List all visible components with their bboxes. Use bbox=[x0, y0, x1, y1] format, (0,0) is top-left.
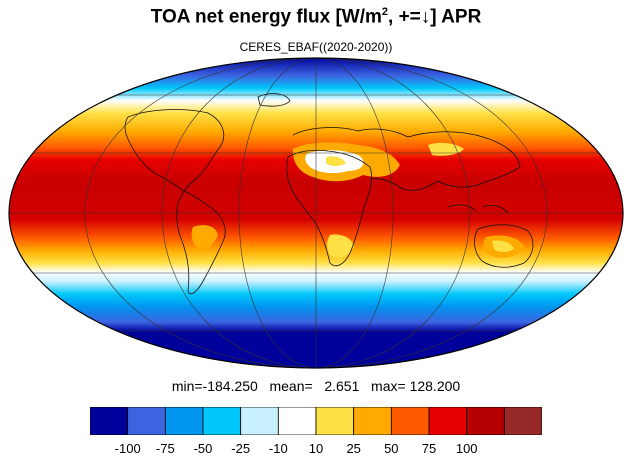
map-subtitle: CERES_EBAF((2020-2020)) bbox=[239, 40, 393, 54]
colorbar-swatch bbox=[277, 407, 317, 435]
colorbar-tick-label: -50 bbox=[193, 441, 213, 456]
colorbar-swatch bbox=[353, 407, 392, 435]
colorbar-swatch bbox=[315, 407, 355, 435]
colorbar-tick-label: -25 bbox=[231, 441, 251, 456]
coastlines bbox=[124, 93, 534, 295]
colorbar-swatch bbox=[164, 407, 204, 435]
colorbar-swatch bbox=[90, 407, 129, 435]
colorbar-tick-label: 10 bbox=[308, 441, 324, 456]
colorbar-swatch bbox=[503, 407, 542, 435]
colorbar-tick-label: 75 bbox=[421, 441, 437, 456]
colorbar-swatch bbox=[390, 407, 430, 435]
stats-line: min=-184.250 mean= 2.651 max= 128.200 bbox=[171, 378, 461, 394]
graticule bbox=[9, 58, 623, 368]
colorbar-tick-label: 100 bbox=[455, 441, 478, 456]
colorbar-tick-label: 50 bbox=[384, 441, 399, 456]
world-map bbox=[8, 57, 624, 369]
colorbar-labels: -100 -75 -50 -25 -10 10 25 50 75 100 bbox=[0, 441, 632, 459]
colorbar-tick-label: 25 bbox=[346, 441, 361, 456]
map-outline bbox=[8, 57, 624, 369]
colorbar-tick-label: -10 bbox=[268, 441, 288, 456]
colorbar-swatch bbox=[202, 407, 242, 435]
colorbar bbox=[90, 407, 542, 435]
colorbar-tick-label: -75 bbox=[155, 441, 175, 456]
map-title: TOA net energy flux [W/m2, +=↓] APR bbox=[150, 6, 482, 28]
colorbar-swatch bbox=[466, 407, 505, 435]
colorbar-swatch bbox=[240, 407, 279, 435]
colorbar-tick-label: -100 bbox=[114, 441, 141, 456]
colorbar-swatch bbox=[428, 407, 468, 435]
colorbar-swatch bbox=[127, 407, 166, 435]
south-africa-region bbox=[327, 234, 354, 258]
south-america-region bbox=[191, 225, 218, 251]
